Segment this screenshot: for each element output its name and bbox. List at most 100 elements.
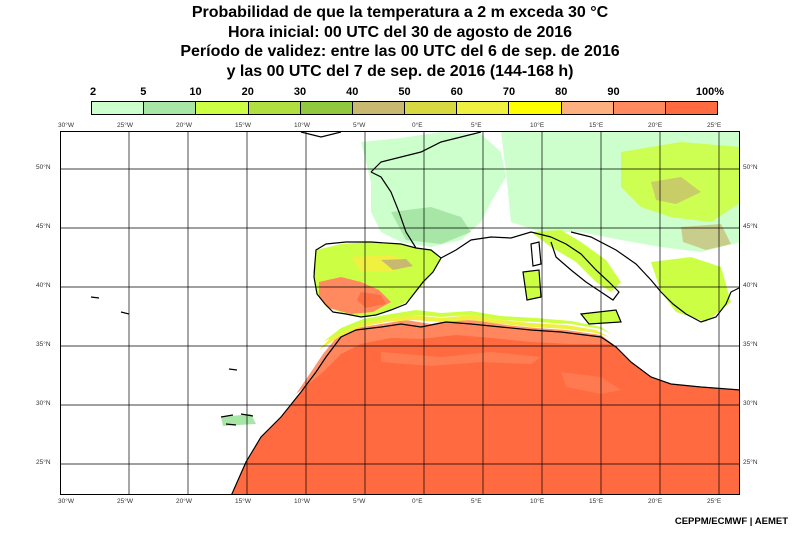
longitude-label: 20°W <box>176 498 192 505</box>
longitude-label: 20°W <box>176 122 192 129</box>
longitude-label: 10°E <box>530 498 545 505</box>
legend-labels: 2 5 10 20 30 40 50 60 70 80 90 100% <box>89 86 724 100</box>
longitude-label: 15°W <box>235 498 251 505</box>
longitude-label: 5°E <box>471 498 482 505</box>
legend-label: 100% <box>695 86 725 98</box>
iberia-olive <box>381 259 413 270</box>
latitude-label-left: 50°N <box>36 164 51 171</box>
central-europe-olive <box>651 177 701 204</box>
longitude-label: 10°W <box>294 122 310 129</box>
france-south <box>391 207 471 244</box>
legend-label: 2 <box>89 86 97 98</box>
legend-swatch <box>92 102 145 114</box>
longitude-label: 25°W <box>117 122 133 129</box>
legend-swatch <box>405 102 458 114</box>
coast-corsica <box>530 241 542 267</box>
legend-label: 80 <box>555 86 568 98</box>
coast-north-africa <box>231 321 739 494</box>
legend-label: 50 <box>398 86 411 98</box>
latitude-label-left: 45°N <box>36 223 51 230</box>
title-line-3: Período de validez: entre las 00 UTC del… <box>180 43 620 60</box>
color-legend: 2 5 10 20 30 40 50 60 70 80 90 100% <box>89 86 724 117</box>
africa-yellow-rim <box>319 315 609 350</box>
graticule <box>61 132 739 494</box>
latitude-label-right: 40°N <box>743 282 758 289</box>
title-line-2: Hora inicial: 00 UTC del 30 de agosto de… <box>227 23 573 41</box>
north-africa-edge <box>296 319 613 394</box>
legend-swatch <box>144 102 197 114</box>
coast-greece <box>660 287 739 323</box>
legend-swatch <box>561 102 614 114</box>
latitude-label-right: 45°N <box>743 223 758 230</box>
longitude-label: 10°E <box>530 122 545 129</box>
legend-label: 70 <box>502 86 516 98</box>
legend-label: 90 <box>607 86 620 98</box>
coast-iberia <box>313 241 442 318</box>
longitude-label: 5°W <box>353 122 366 129</box>
latitude-label-left: 25°N <box>36 459 51 466</box>
coast-france <box>370 132 482 173</box>
greece-area <box>651 257 731 322</box>
latitude-label-right: 35°N <box>743 341 758 348</box>
coast-italy <box>550 236 620 301</box>
legend-label: 10 <box>189 86 202 98</box>
legend-color-bar <box>91 101 718 115</box>
longitude-label: 15°E <box>589 122 604 129</box>
legend-swatch <box>196 102 249 114</box>
longitude-label: 5°W <box>353 498 366 505</box>
coast-sardinia <box>522 269 542 301</box>
map-title: Probabilidad de que la temperatura a 2 m… <box>0 3 800 81</box>
latitude-label-right: 30°N <box>743 400 758 407</box>
legend-label: 30 <box>293 86 307 98</box>
legend-label: 5 <box>140 86 147 98</box>
longitude-label: 10°W <box>294 498 310 505</box>
north-africa-area <box>231 322 739 494</box>
coastlines <box>90 132 739 494</box>
longitude-label: 5°E <box>471 122 482 129</box>
coast-sicily <box>579 309 622 325</box>
longitude-label: 0°E <box>412 498 423 505</box>
legend-swatch <box>613 102 666 114</box>
legend-label: 60 <box>450 86 463 98</box>
latitude-label-left: 35°N <box>36 341 51 348</box>
legend-swatch <box>300 102 353 114</box>
legend-swatch <box>665 102 718 114</box>
map-svg <box>61 132 739 494</box>
longitude-label: 15°W <box>235 122 251 129</box>
iberia-central-orange <box>357 292 386 308</box>
probability-map <box>60 131 740 495</box>
italy-area <box>531 230 621 292</box>
longitude-label: 25°E <box>707 122 722 129</box>
coast-uk <box>300 132 342 138</box>
latitude-label-left: 30°N <box>36 400 51 407</box>
coast-biscay <box>370 171 417 249</box>
latitude-label-right: 50°N <box>743 164 758 171</box>
legend-label: 20 <box>241 86 254 98</box>
coast-adriatic <box>570 231 662 293</box>
longitude-label: 0°E <box>412 122 423 129</box>
longitude-label: 25°W <box>117 498 133 505</box>
sardinia-area <box>523 270 541 300</box>
coast-azores <box>90 296 130 315</box>
balkans-olive <box>681 224 731 250</box>
longitude-label: 30°W <box>58 498 74 505</box>
credit-text: CEPPM/ECMWF | AEMET <box>674 516 788 527</box>
legend-label: 40 <box>346 86 359 98</box>
legend-swatch <box>457 102 510 114</box>
legend-swatch <box>248 102 301 114</box>
longitude-label: 30°W <box>58 122 74 129</box>
title-line-4: y las 00 UTC del 7 de sep. de 2016 (144-… <box>226 62 574 80</box>
desert-streak-2 <box>561 372 621 394</box>
coast-madeira <box>228 368 238 371</box>
longitude-label: 20°E <box>648 122 663 129</box>
longitude-label: 20°E <box>648 498 663 505</box>
legend-swatch <box>509 102 562 114</box>
latitude-label-left: 40°N <box>36 282 51 289</box>
legend-swatch <box>352 102 406 114</box>
longitude-label: 25°E <box>707 498 722 505</box>
desert-streak <box>381 352 541 366</box>
coast-med-france <box>440 231 552 259</box>
latitude-label-right: 25°N <box>743 459 758 466</box>
title-line-1: Probabilidad de que la temperatura a 2 m… <box>191 4 609 21</box>
longitude-label: 15°E <box>589 498 604 505</box>
